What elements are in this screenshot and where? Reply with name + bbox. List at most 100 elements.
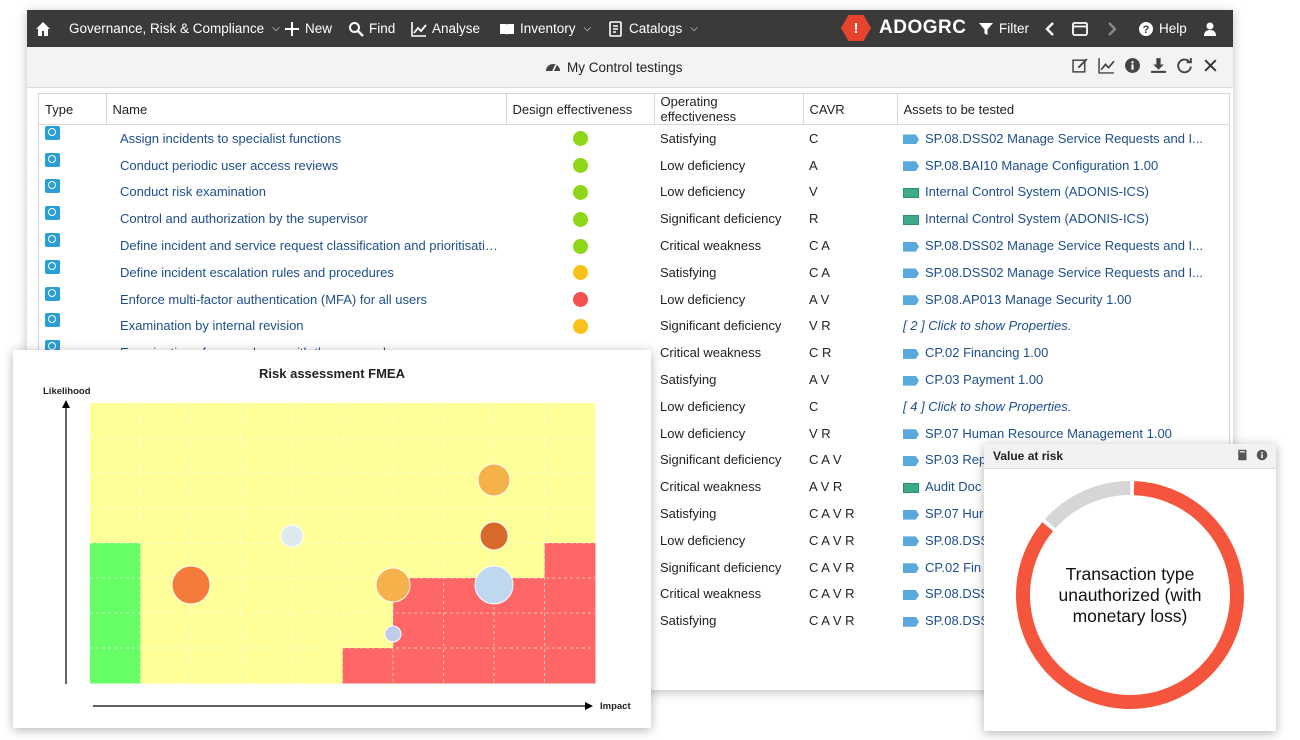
user-button[interactable] [1202,10,1218,47]
menu-catalogs[interactable]: Catalogs ⌵ [608,10,698,47]
column-header-cavr[interactable]: CAVR [803,94,898,125]
type-cell[interactable] [39,205,106,232]
table-row[interactable]: Satisfying C A V R SP.07 Hur [39,500,1229,527]
asset-link[interactable]: SP.07 Hur [925,506,984,522]
table-row[interactable]: Significant deficiency C A V SP.03 Rep [39,447,1229,474]
asset-link[interactable]: CP.02 Fin [925,559,982,575]
table-row[interactable]: Enforce multi-factor authentication (MFA… [39,286,1229,313]
type-cell[interactable] [39,232,106,259]
menu-analyse[interactable]: Analyse [411,10,480,47]
window-button[interactable] [1072,10,1088,47]
asset-link[interactable]: SP.08.DSS02 Manage Service Requests and … [925,264,1203,280]
table-row[interactable]: Significant deficiency C A V R CP.02 Fin [39,554,1229,581]
back-button[interactable] [1042,10,1058,47]
asset-cell[interactable]: Internal Control System (ADONIS-ICS) [897,179,1229,206]
name-cell[interactable]: Define incident and service request clas… [120,238,506,254]
forward-button[interactable] [1104,10,1120,47]
table-row[interactable]: Satisfying A V CP.03 Payment 1.00 [39,366,1229,393]
type-cell[interactable] [39,125,106,152]
risk-bubble[interactable] [474,565,514,605]
menu-find[interactable]: Find [348,10,395,47]
menu-inventory[interactable]: Inventory ⌵ [499,10,591,47]
asset-cell[interactable]: SP.08.BAI10 Manage Configuration 1.00 [897,152,1229,179]
asset-link[interactable]: CP.03 Payment 1.00 [925,372,1044,388]
table-row[interactable]: Control and authorization by the supervi… [39,205,1229,232]
table-row[interactable]: Conduct periodic user access reviews Low … [39,152,1229,179]
asset-cell[interactable]: CP.02 Fin [897,554,1229,581]
column-header-type[interactable]: Type [39,94,107,125]
asset-cell[interactable]: SP.07 Hur [897,500,1229,527]
filter-button[interactable]: Filter [978,10,1029,47]
asset-link[interactable]: SP.08.BAI10 Manage Configuration 1.00 [925,157,1159,173]
asset-link[interactable]: SP.03 Rep [925,452,987,468]
table-row[interactable]: Low deficiency C A V R SP.08.DSS [39,527,1229,554]
risk-bubble[interactable] [171,565,211,605]
risk-bubble[interactable] [477,463,511,497]
info-button[interactable] [1124,57,1141,74]
column-header-assets[interactable]: Assets to be tested [897,94,1229,125]
table-row[interactable]: Assign incidents to specialist functions… [39,125,1229,152]
asset-cell[interactable]: SP.08.DSS [897,527,1229,554]
type-cell[interactable] [39,152,106,179]
name-cell[interactable]: Conduct risk examination [120,184,266,200]
asset-link[interactable]: Internal Control System (ADONIS-ICS) [925,211,1149,227]
asset-link[interactable]: SP.08.DSS02 Manage Service Requests and … [925,130,1203,146]
column-header-design-effectiveness[interactable]: Design effectiveness [506,94,655,125]
analyse-button[interactable] [1098,57,1115,74]
asset-link[interactable]: SP.08.DSS [925,613,990,629]
asset-link[interactable]: SP.08.DSS [925,532,990,548]
control-testing-icon[interactable] [45,313,60,328]
control-testing-icon[interactable] [45,259,60,274]
asset-link[interactable]: SP.08.DSS02 Manage Service Requests and … [925,238,1203,254]
type-cell[interactable] [39,259,106,286]
control-testing-icon[interactable] [45,152,60,167]
type-cell[interactable] [39,286,106,313]
risk-bubble[interactable] [479,521,509,551]
name-cell[interactable]: Enforce multi-factor authentication (MFA… [120,291,428,307]
asset-link[interactable]: [ 4 ] Click to show Properties. [903,398,1072,414]
asset-link[interactable]: SP.07 Human Resource Management 1.00 [925,425,1172,441]
asset-cell[interactable]: SP.08.DSS [897,581,1229,608]
asset-link[interactable]: Audit Doc [925,479,982,495]
asset-cell[interactable]: CP.03 Payment 1.00 [897,366,1229,393]
donut-slice[interactable] [1044,481,1131,529]
edit-button[interactable] [1072,57,1089,74]
risk-bubble[interactable] [384,625,402,643]
column-header-operating-effectiveness[interactable]: Operating effectiveness [654,94,804,125]
asset-cell[interactable]: SP.03 Rep [897,447,1229,474]
type-cell[interactable] [39,179,106,206]
table-row[interactable]: Critical weakness C A V R SP.08.DSS [39,581,1229,608]
asset-cell[interactable]: SP.08.DSS02 Manage Service Requests and … [897,232,1229,259]
name-cell[interactable]: Conduct periodic user access reviews [120,157,339,173]
asset-cell[interactable]: Internal Control System (ADONIS-ICS) [897,205,1229,232]
control-testing-icon[interactable] [45,286,60,301]
close-button[interactable] [1202,57,1219,74]
name-cell[interactable]: Assign incidents to specialist functions [120,130,342,146]
asset-cell[interactable]: [ 2 ] Click to show Properties. [897,313,1229,340]
name-cell[interactable]: Control and authorization by the supervi… [120,211,368,227]
download-button[interactable] [1150,57,1167,74]
table-row[interactable]: Conduct risk examination Low deficiency V I… [39,179,1229,206]
asset-cell[interactable]: SP.08.DSS [897,607,1229,634]
home-button[interactable] [35,10,51,47]
asset-cell[interactable]: [ 4 ] Click to show Properties. [897,393,1229,420]
control-testing-icon[interactable] [45,179,60,194]
risk-bubble[interactable] [375,567,411,603]
control-testing-icon[interactable] [45,125,60,140]
table-row[interactable]: Critical weakness A V R Audit Doc [39,473,1229,500]
asset-cell[interactable]: SP.07 Human Resource Management 1.00 [897,420,1229,447]
control-testing-icon[interactable] [45,233,60,248]
name-cell[interactable]: Examination by internal revision [120,318,304,334]
asset-cell[interactable]: SP.08.DSS02 Manage Service Requests and … [897,125,1229,152]
control-testing-icon[interactable] [45,206,60,221]
info-icon[interactable] [1256,449,1268,461]
menu-new[interactable]: New [284,10,332,47]
asset-link[interactable]: SP.08.DSS [925,586,990,602]
asset-cell[interactable]: SP.08.DSS02 Manage Service Requests and … [897,259,1229,286]
table-row[interactable]: Low deficiency V R SP.07 Human Resource Ma… [39,420,1229,447]
risk-bubble[interactable] [280,524,304,548]
asset-link[interactable]: CP.02 Financing 1.00 [925,345,1049,361]
table-row[interactable]: Define incident and service request clas… [39,232,1229,259]
table-row[interactable]: Define incident escalation rules and pro… [39,259,1229,286]
asset-link[interactable]: SP.08.AP013 Manage Security 1.00 [925,291,1132,307]
